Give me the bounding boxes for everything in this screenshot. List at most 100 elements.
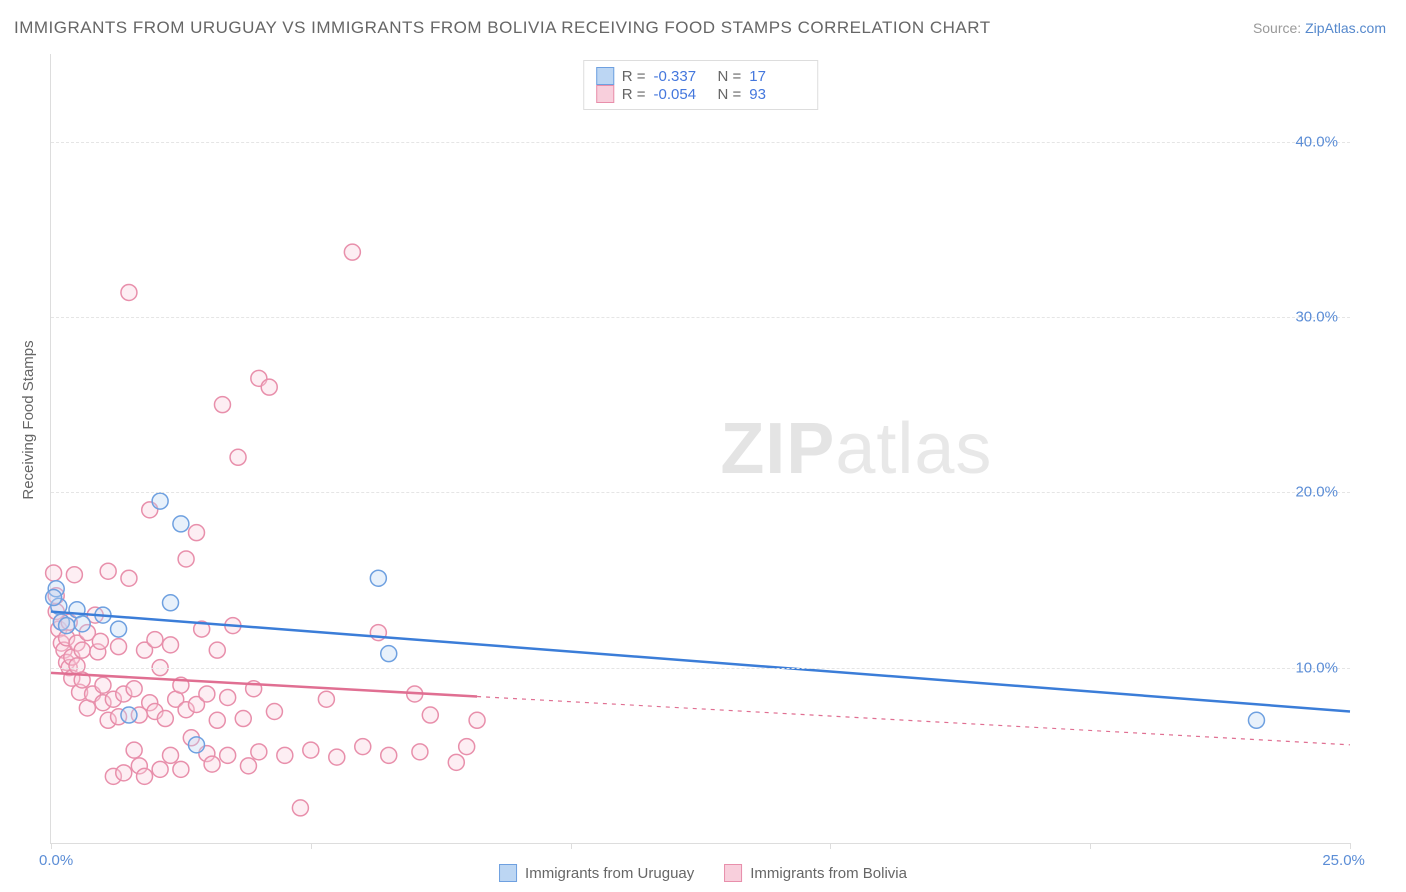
- source-label: Source:: [1253, 20, 1305, 36]
- legend-swatch: [724, 864, 742, 882]
- legend-label: Immigrants from Uruguay: [525, 865, 694, 882]
- x-tick: [830, 843, 831, 849]
- n-label: N =: [718, 86, 742, 103]
- gridline: [51, 142, 1350, 143]
- r-value: -0.337: [654, 68, 710, 85]
- data-point-uruguay: [381, 646, 397, 662]
- x-tick: [311, 843, 312, 849]
- data-point-bolivia: [204, 756, 220, 772]
- data-point-uruguay: [173, 516, 189, 532]
- series-legend: Immigrants from Uruguay Immigrants from B…: [499, 864, 907, 882]
- data-point-bolivia: [220, 689, 236, 705]
- data-point-uruguay: [111, 621, 127, 637]
- data-point-bolivia: [318, 691, 334, 707]
- legend-swatch: [596, 85, 614, 103]
- data-point-bolivia: [92, 633, 108, 649]
- data-point-bolivia: [147, 632, 163, 648]
- plot-area: ZIPatlas R =-0.337N =17R =-0.054N =93 10…: [50, 54, 1350, 844]
- x-tick: [1350, 843, 1351, 849]
- data-point-bolivia: [412, 744, 428, 760]
- source-link[interactable]: ZipAtlas.com: [1305, 20, 1386, 36]
- source-attribution: Source: ZipAtlas.com: [1253, 20, 1386, 36]
- data-point-bolivia: [251, 744, 267, 760]
- legend-item: Immigrants from Uruguay: [499, 864, 694, 882]
- data-point-bolivia: [261, 379, 277, 395]
- data-point-bolivia: [137, 768, 153, 784]
- n-label: N =: [718, 68, 742, 85]
- legend-item: Immigrants from Bolivia: [724, 864, 907, 882]
- data-point-bolivia: [152, 761, 168, 777]
- data-point-bolivia: [121, 570, 137, 586]
- y-tick-label: 30.0%: [1295, 309, 1338, 326]
- data-point-bolivia: [344, 244, 360, 260]
- n-value: 17: [749, 68, 805, 85]
- data-point-bolivia: [100, 563, 116, 579]
- data-point-bolivia: [66, 567, 82, 583]
- data-point-uruguay: [152, 493, 168, 509]
- data-point-bolivia: [173, 761, 189, 777]
- data-point-uruguay: [59, 618, 75, 634]
- data-point-bolivia: [74, 642, 90, 658]
- gridline: [51, 317, 1350, 318]
- x-tick: [51, 843, 52, 849]
- n-value: 93: [749, 86, 805, 103]
- r-label: R =: [622, 86, 646, 103]
- r-label: R =: [622, 68, 646, 85]
- data-point-bolivia: [230, 449, 246, 465]
- data-point-bolivia: [329, 749, 345, 765]
- data-point-bolivia: [381, 747, 397, 763]
- gridline: [51, 492, 1350, 493]
- data-point-bolivia: [188, 525, 204, 541]
- data-point-bolivia: [355, 739, 371, 755]
- data-point-bolivia: [46, 565, 62, 581]
- legend-row: R = -0.337 N = 17: [596, 67, 806, 85]
- data-point-bolivia: [199, 686, 215, 702]
- data-point-bolivia: [240, 758, 256, 774]
- data-point-uruguay: [370, 570, 386, 586]
- data-point-bolivia: [209, 712, 225, 728]
- data-point-uruguay: [46, 590, 62, 606]
- legend-row: R = -0.054 N = 93: [596, 85, 806, 103]
- data-point-bolivia: [209, 642, 225, 658]
- data-point-bolivia: [163, 637, 179, 653]
- y-axis-label: Receiving Food Stamps: [20, 340, 37, 499]
- data-point-bolivia: [266, 704, 282, 720]
- data-point-bolivia: [214, 397, 230, 413]
- data-point-bolivia: [422, 707, 438, 723]
- data-point-uruguay: [188, 737, 204, 753]
- trend-line-bolivia-dashed: [477, 697, 1350, 745]
- y-tick-label: 40.0%: [1295, 133, 1338, 150]
- data-point-bolivia: [469, 712, 485, 728]
- x-tick-label: 0.0%: [39, 852, 73, 869]
- x-tick: [571, 843, 572, 849]
- data-point-bolivia: [116, 765, 132, 781]
- data-point-bolivia: [292, 800, 308, 816]
- data-point-bolivia: [235, 711, 251, 727]
- data-point-bolivia: [220, 747, 236, 763]
- r-value: -0.054: [654, 86, 710, 103]
- data-point-bolivia: [126, 742, 142, 758]
- data-point-bolivia: [163, 747, 179, 763]
- data-point-bolivia: [111, 639, 127, 655]
- x-tick: [1090, 843, 1091, 849]
- y-tick-label: 10.0%: [1295, 659, 1338, 676]
- data-point-uruguay: [121, 707, 137, 723]
- data-point-bolivia: [121, 284, 137, 300]
- data-point-bolivia: [95, 677, 111, 693]
- data-point-bolivia: [157, 711, 173, 727]
- data-point-bolivia: [303, 742, 319, 758]
- data-point-bolivia: [277, 747, 293, 763]
- correlation-legend: R = -0.337 N = 17 R = -0.054 N = 93: [583, 60, 819, 110]
- data-point-bolivia: [459, 739, 475, 755]
- y-tick-label: 20.0%: [1295, 484, 1338, 501]
- data-point-uruguay: [163, 595, 179, 611]
- data-point-uruguay: [74, 616, 90, 632]
- plot-svg: [51, 54, 1350, 843]
- legend-label: Immigrants from Bolivia: [750, 865, 907, 882]
- data-point-uruguay: [1248, 712, 1264, 728]
- data-point-bolivia: [448, 754, 464, 770]
- legend-swatch: [499, 864, 517, 882]
- chart-title: IMMIGRANTS FROM URUGUAY VS IMMIGRANTS FR…: [14, 18, 991, 38]
- data-point-bolivia: [126, 681, 142, 697]
- gridline: [51, 668, 1350, 669]
